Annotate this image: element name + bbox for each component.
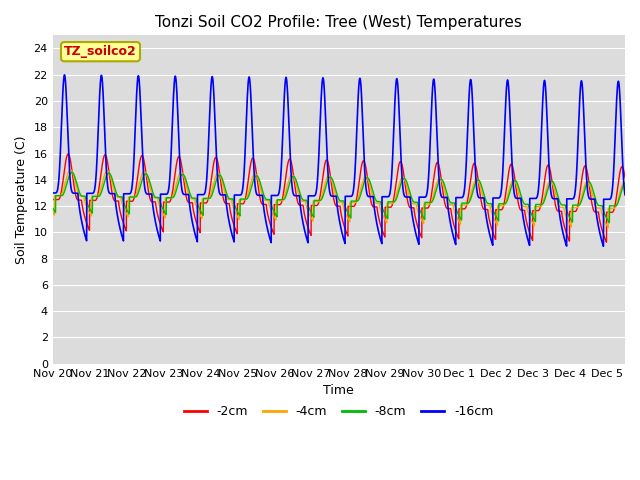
Text: TZ_soilco2: TZ_soilco2: [64, 45, 137, 58]
X-axis label: Time: Time: [323, 384, 354, 397]
Title: Tonzi Soil CO2 Profile: Tree (West) Temperatures: Tonzi Soil CO2 Profile: Tree (West) Temp…: [156, 15, 522, 30]
Legend: -2cm, -4cm, -8cm, -16cm: -2cm, -4cm, -8cm, -16cm: [179, 400, 499, 423]
Y-axis label: Soil Temperature (C): Soil Temperature (C): [15, 135, 28, 264]
